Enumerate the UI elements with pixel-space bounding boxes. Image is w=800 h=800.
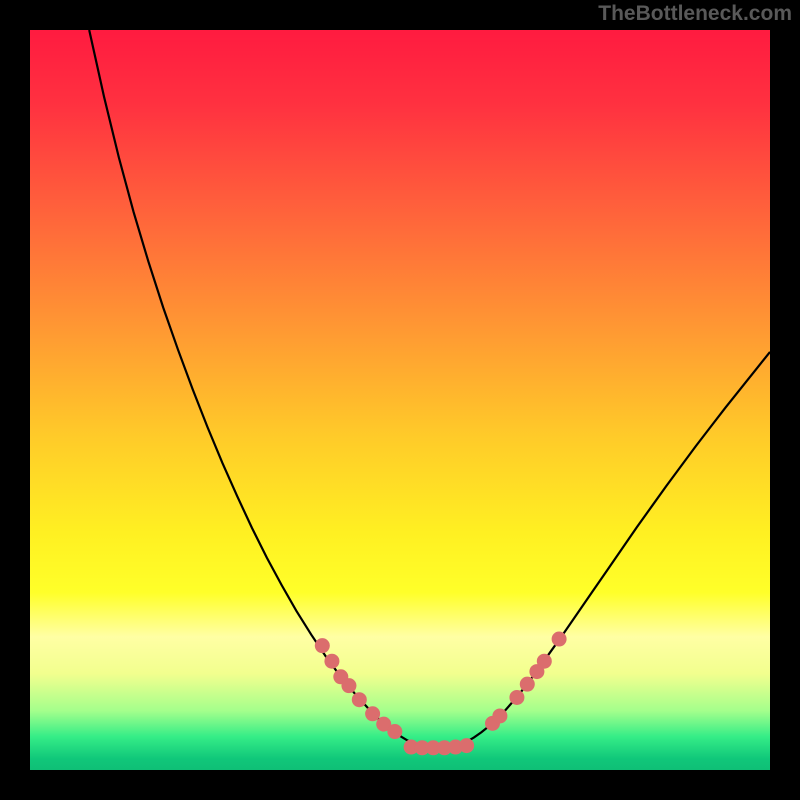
watermark-text: TheBottleneck.com xyxy=(598,2,792,26)
data-marker xyxy=(537,654,552,669)
data-marker xyxy=(459,738,474,753)
data-marker xyxy=(352,692,367,707)
data-marker xyxy=(341,678,356,693)
data-marker xyxy=(365,706,380,721)
chart-svg xyxy=(0,0,800,800)
data-marker xyxy=(509,690,524,705)
chart-container: TheBottleneck.com xyxy=(0,0,800,800)
data-marker xyxy=(492,708,507,723)
data-marker xyxy=(552,632,567,647)
data-marker xyxy=(387,724,402,739)
data-marker xyxy=(520,677,535,692)
plot-background xyxy=(30,30,770,770)
data-marker xyxy=(324,654,339,669)
data-marker xyxy=(315,638,330,653)
